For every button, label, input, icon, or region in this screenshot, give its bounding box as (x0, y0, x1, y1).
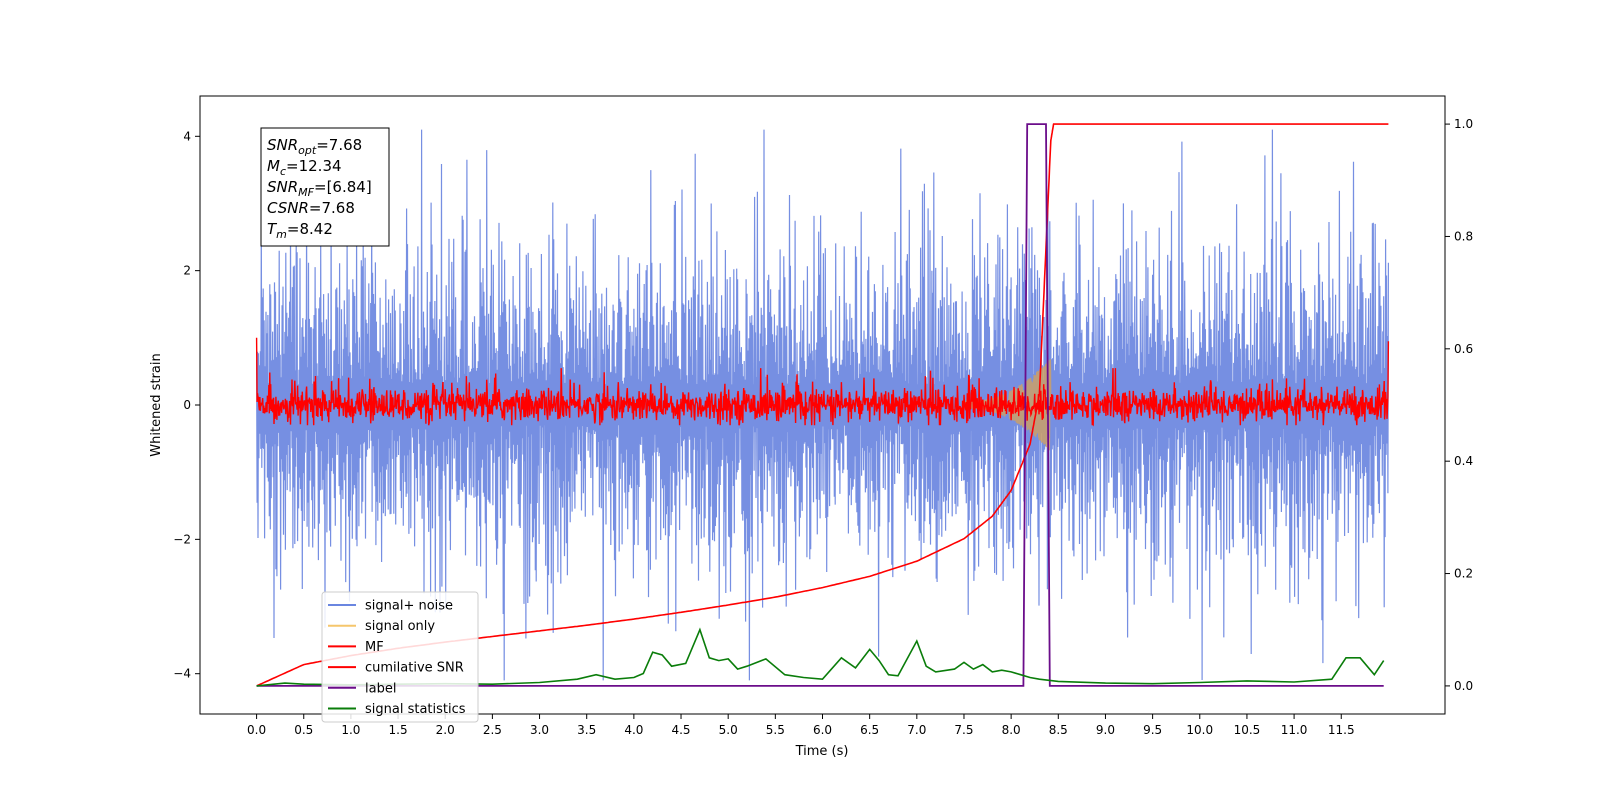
y-right-tick-label: 0.4 (1454, 454, 1473, 468)
annotation-box-frame (260, 127, 390, 247)
y-right-tick-label: 0.6 (1454, 342, 1473, 356)
x-tick-label: 3.0 (530, 723, 549, 737)
legend-entry-label: cumilative SNR (365, 661, 464, 676)
y-left-tick-label: −4 (173, 667, 191, 681)
x-tick-label: 9.0 (1096, 723, 1115, 737)
annotation-line: Tm=8.42 (267, 220, 333, 241)
legend-frame (321, 591, 479, 723)
legend-entry-label: MF (365, 640, 384, 655)
x-tick-label: 10.5 (1234, 723, 1261, 737)
x-axis-label: Time (s) (795, 744, 849, 759)
x-tick-label: 3.5 (577, 723, 596, 737)
y-right-tick-label: 0.8 (1454, 229, 1473, 243)
legend-entry-label: label (365, 681, 396, 696)
series-signal-noise-line (256, 129, 1389, 681)
x-tick-label: 6.0 (813, 723, 832, 737)
series-mf-line (255, 337, 1390, 427)
legend-entry-label: signal+ noise (365, 599, 453, 614)
x-tick-label: 7.5 (954, 723, 973, 737)
annotation-box: SNRopt=7.68Mc=12.34SNRMF=[6.84]CSNR=7.68… (260, 127, 390, 247)
series-signal-statistics-line (256, 627, 1385, 687)
y-axis-right: 1.0 0.8 0.6 0.4 0.2 0.0 (1445, 117, 1473, 693)
x-tick-label: 0.0 (247, 723, 266, 737)
x-axis: 0.0 0.5 1.0 1.5 2.0 2.5 3.0 3.5 4.0 4.5 5.0 5.5 6.0 6… (247, 714, 1355, 737)
x-tick-label: 1.5 (389, 723, 408, 737)
x-tick-label: 11.5 (1328, 723, 1355, 737)
y-left-tick-label: −2 (173, 532, 191, 546)
y-axis-label: Whitened strain (149, 353, 164, 456)
x-tick-label: 11.0 (1281, 723, 1308, 737)
y-left-tick-label: 4 (183, 129, 191, 143)
x-tick-label: 7.0 (907, 723, 926, 737)
x-tick-label: 2.5 (483, 723, 502, 737)
x-tick-label: 4.5 (671, 723, 690, 737)
x-tick-label: 8.5 (1049, 723, 1068, 737)
series-label-line (256, 123, 1384, 687)
x-tick-label: 6.5 (860, 723, 879, 737)
y-left-tick-label: 2 (183, 264, 191, 278)
annotation-line: SNRMF=[6.84] (267, 178, 372, 199)
y-right-tick-label: 0.0 (1454, 679, 1473, 693)
annotation-line: CSNR=7.68 (267, 199, 355, 217)
annotation-line: SNRopt=7.68 (267, 136, 362, 157)
annotation-line: Mc=12.34 (267, 157, 342, 178)
y-left-tick-label: 0 (183, 398, 191, 412)
x-tick-label: 2.0 (436, 723, 455, 737)
y-right-tick-label: 0.2 (1454, 567, 1473, 581)
x-tick-label: 0.5 (294, 723, 313, 737)
x-tick-label: 9.5 (1143, 723, 1162, 737)
x-tick-label: 5.0 (719, 723, 738, 737)
x-tick-label: 10.0 (1186, 723, 1213, 737)
legend-entry-label: signal only (365, 619, 435, 634)
x-tick-label: 5.5 (766, 723, 785, 737)
legend: signal+ noise signal only MF cumilative SNR… (321, 591, 479, 723)
legend-entry-label: signal statistics (365, 702, 466, 717)
x-tick-label: 4.0 (624, 723, 643, 737)
x-tick-label: 1.0 (341, 723, 360, 737)
y-axis-left: 4 2 0 −2 −4 (173, 129, 200, 681)
x-tick-label: 8.0 (1002, 723, 1021, 737)
y-right-tick-label: 1.0 (1454, 117, 1473, 131)
